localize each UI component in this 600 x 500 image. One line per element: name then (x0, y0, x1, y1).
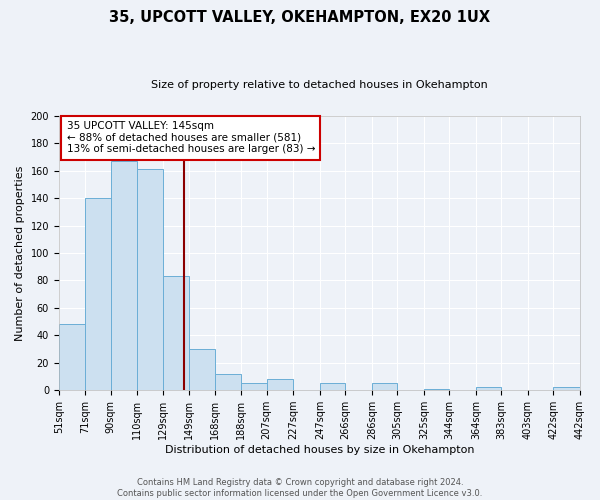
Bar (553, 388, 580, 390)
Bar (320, 384, 346, 390)
Y-axis label: Number of detached properties: Number of detached properties (15, 166, 25, 340)
Bar (372, 384, 397, 390)
Bar (476, 388, 502, 390)
Bar (111, 161, 137, 390)
Bar (137, 170, 163, 390)
Text: 35 UPCOTT VALLEY: 145sqm
← 88% of detached houses are smaller (581)
13% of semi-: 35 UPCOTT VALLEY: 145sqm ← 88% of detach… (67, 122, 315, 154)
Title: Size of property relative to detached houses in Okehampton: Size of property relative to detached ho… (151, 80, 488, 90)
Bar (215, 374, 241, 390)
Bar (163, 276, 190, 390)
Text: 35, UPCOTT VALLEY, OKEHAMPTON, EX20 1UX: 35, UPCOTT VALLEY, OKEHAMPTON, EX20 1UX (109, 10, 491, 25)
X-axis label: Distribution of detached houses by size in Okehampton: Distribution of detached houses by size … (164, 445, 474, 455)
Bar (424, 389, 449, 390)
Bar (267, 379, 293, 390)
Bar (190, 349, 215, 390)
Bar (59, 324, 85, 390)
Bar (85, 198, 111, 390)
Text: Contains HM Land Registry data © Crown copyright and database right 2024.
Contai: Contains HM Land Registry data © Crown c… (118, 478, 482, 498)
Bar (241, 384, 267, 390)
